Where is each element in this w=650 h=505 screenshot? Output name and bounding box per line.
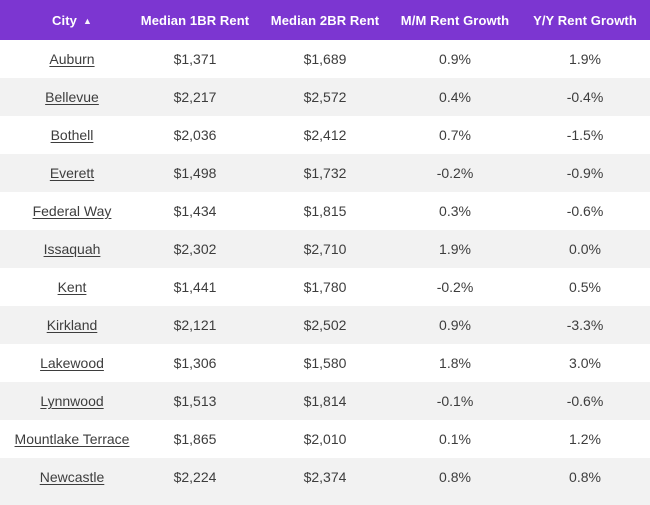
table-row: Newcastle $2,224 $2,374 0.8% 0.8% bbox=[0, 458, 650, 496]
city-link[interactable]: Lakewood bbox=[40, 355, 104, 371]
rent-1br-cell: $1,306 bbox=[173, 355, 217, 371]
yy-growth-cell: -1.5% bbox=[566, 127, 604, 143]
mm-growth-cell: 0.4% bbox=[439, 89, 471, 105]
city-link[interactable]: Bellevue bbox=[45, 89, 99, 105]
rent-2br-cell: $2,374 bbox=[303, 469, 347, 485]
rent-2br-cell: $1,689 bbox=[303, 51, 347, 67]
yy-growth-cell: 3.0% bbox=[569, 355, 601, 371]
table-row: Kent $1,441 $1,780 -0.2% 0.5% bbox=[0, 268, 650, 306]
sort-ascending-icon: ▲ bbox=[82, 15, 92, 26]
table-row: Everett $1,498 $1,732 -0.2% -0.9% bbox=[0, 154, 650, 192]
rent-1br-cell: $2,121 bbox=[173, 317, 217, 333]
column-header-city[interactable]: City ▲ bbox=[0, 13, 130, 28]
yy-growth-cell: -0.6% bbox=[566, 393, 604, 409]
bottom-stripe bbox=[0, 496, 650, 505]
mm-growth-cell: 0.9% bbox=[439, 51, 471, 67]
column-header-yy-growth[interactable]: Y/Y Rent Growth bbox=[533, 12, 637, 28]
column-header-city-label: City bbox=[52, 12, 77, 28]
rent-2br-cell: $1,814 bbox=[303, 393, 347, 409]
city-cell: Everett bbox=[0, 165, 130, 181]
table-row: Kirkland $2,121 $2,502 0.9% -3.3% bbox=[0, 306, 650, 344]
column-header-2br-rent[interactable]: Median 2BR Rent bbox=[270, 12, 380, 28]
rent-1br-cell: $1,434 bbox=[173, 203, 217, 219]
city-link[interactable]: Lynnwood bbox=[40, 393, 104, 409]
city-cell: Bothell bbox=[0, 127, 130, 143]
table-row: Bellevue $2,217 $2,572 0.4% -0.4% bbox=[0, 78, 650, 116]
mm-growth-cell: 0.1% bbox=[439, 431, 471, 447]
city-link[interactable]: Issaquah bbox=[43, 241, 101, 257]
city-cell: Mountlake Terrace bbox=[0, 431, 130, 447]
rent-2br-cell: $1,732 bbox=[303, 165, 347, 181]
table-row: Auburn $1,371 $1,689 0.9% 1.9% bbox=[0, 40, 650, 78]
city-cell: Kent bbox=[0, 279, 130, 295]
table-header-row: City ▲ Median 1BR Rent Median 2BR Rent M/… bbox=[0, 0, 650, 40]
rent-1br-cell: $1,498 bbox=[173, 165, 217, 181]
city-link[interactable]: Kirkland bbox=[46, 317, 98, 333]
rent-1br-cell: $2,036 bbox=[173, 127, 217, 143]
city-cell: Bellevue bbox=[0, 89, 130, 105]
rent-2br-cell: $1,815 bbox=[303, 203, 347, 219]
rent-1br-cell: $1,865 bbox=[173, 431, 217, 447]
city-link[interactable]: Kent bbox=[57, 279, 87, 295]
mm-growth-cell: -0.2% bbox=[436, 279, 474, 295]
city-cell: Lakewood bbox=[0, 355, 130, 371]
mm-growth-cell: 1.8% bbox=[439, 355, 471, 371]
city-link[interactable]: Bothell bbox=[50, 127, 94, 143]
mm-growth-cell: 1.9% bbox=[439, 241, 471, 257]
table-row: Lynnwood $1,513 $1,814 -0.1% -0.6% bbox=[0, 382, 650, 420]
yy-growth-cell: -0.4% bbox=[566, 89, 604, 105]
yy-growth-cell: 0.5% bbox=[569, 279, 601, 295]
mm-growth-cell: 0.7% bbox=[439, 127, 471, 143]
yy-growth-cell: 0.0% bbox=[569, 241, 601, 257]
city-link[interactable]: Everett bbox=[49, 165, 95, 181]
mm-growth-cell: 0.8% bbox=[439, 469, 471, 485]
city-link[interactable]: Auburn bbox=[49, 51, 95, 67]
city-cell: Lynnwood bbox=[0, 393, 130, 409]
table-row: Federal Way $1,434 $1,815 0.3% -0.6% bbox=[0, 192, 650, 230]
yy-growth-cell: 0.8% bbox=[569, 469, 601, 485]
rent-1br-cell: $1,513 bbox=[173, 393, 217, 409]
yy-growth-cell: 1.2% bbox=[569, 431, 601, 447]
yy-growth-cell: -0.9% bbox=[566, 165, 604, 181]
column-header-1br-rent[interactable]: Median 1BR Rent bbox=[140, 12, 250, 28]
yy-growth-cell: -3.3% bbox=[566, 317, 604, 333]
city-cell: Auburn bbox=[0, 51, 130, 67]
city-link[interactable]: Federal Way bbox=[32, 203, 112, 219]
rent-2br-cell: $1,780 bbox=[303, 279, 347, 295]
city-cell: Federal Way bbox=[0, 203, 130, 219]
rent-2br-cell: $1,580 bbox=[303, 355, 347, 371]
city-link[interactable]: Mountlake Terrace bbox=[14, 431, 130, 447]
rent-1br-cell: $1,441 bbox=[173, 279, 217, 295]
yy-growth-cell: 1.9% bbox=[569, 51, 601, 67]
table-row: Lakewood $1,306 $1,580 1.8% 3.0% bbox=[0, 344, 650, 382]
table-row: Bothell $2,036 $2,412 0.7% -1.5% bbox=[0, 116, 650, 154]
table-row: Mountlake Terrace $1,865 $2,010 0.1% 1.2… bbox=[0, 420, 650, 458]
rent-1br-cell: $2,217 bbox=[173, 89, 217, 105]
rent-1br-cell: $1,371 bbox=[173, 51, 217, 67]
mm-growth-cell: 0.9% bbox=[439, 317, 471, 333]
rent-2br-cell: $2,572 bbox=[303, 89, 347, 105]
rent-1br-cell: $2,224 bbox=[173, 469, 217, 485]
yy-growth-cell: -0.6% bbox=[566, 203, 604, 219]
rent-1br-cell: $2,302 bbox=[173, 241, 217, 257]
city-link[interactable]: Newcastle bbox=[39, 469, 105, 485]
table-row: Issaquah $2,302 $2,710 1.9% 0.0% bbox=[0, 230, 650, 268]
rent-2br-cell: $2,710 bbox=[303, 241, 347, 257]
city-cell: Kirkland bbox=[0, 317, 130, 333]
mm-growth-cell: 0.3% bbox=[439, 203, 471, 219]
table-body: Auburn $1,371 $1,689 0.9% 1.9% Bellevue … bbox=[0, 40, 650, 496]
city-cell: Newcastle bbox=[0, 469, 130, 485]
rent-2br-cell: $2,502 bbox=[303, 317, 347, 333]
city-cell: Issaquah bbox=[0, 241, 130, 257]
rent-2br-cell: $2,412 bbox=[303, 127, 347, 143]
mm-growth-cell: -0.1% bbox=[436, 393, 474, 409]
rent-2br-cell: $2,010 bbox=[303, 431, 347, 447]
column-header-mm-growth[interactable]: M/M Rent Growth bbox=[400, 12, 510, 28]
mm-growth-cell: -0.2% bbox=[436, 165, 474, 181]
